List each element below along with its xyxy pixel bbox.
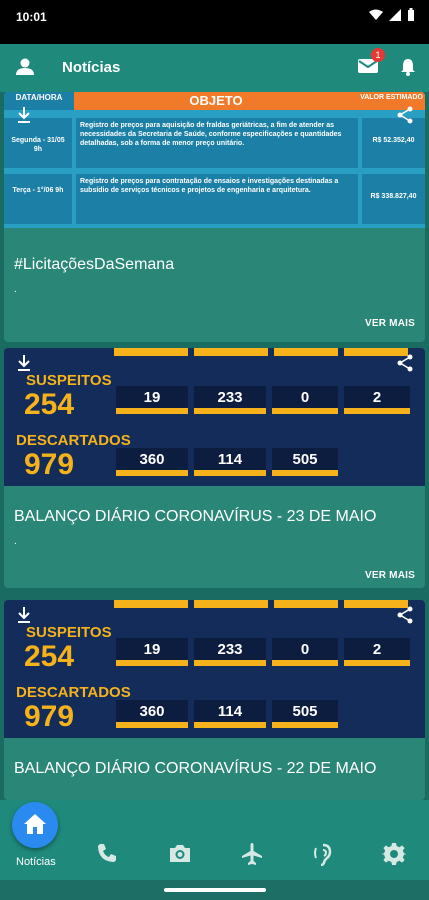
header-date: DATA/HORA	[4, 92, 74, 110]
row-value: R$ 52.352,40	[362, 118, 425, 168]
home-icon	[24, 814, 46, 834]
suspects-box: 0	[272, 638, 338, 666]
discarded-box: 505	[272, 448, 338, 476]
suspects-box: 233	[194, 386, 266, 414]
discarded-value: 979	[24, 700, 75, 733]
card-title[interactable]: #LicitaçõesDaSemana	[14, 256, 175, 273]
discarded-value: 979	[24, 448, 75, 481]
airplane-icon[interactable]	[240, 842, 264, 866]
image-tag	[274, 348, 338, 356]
suspects-box: 0	[272, 386, 338, 414]
suspects-label: SUSPEITOS	[26, 624, 112, 641]
row-value: R$ 338.827,40	[362, 174, 425, 224]
row-date: Terça - 1°/06 9h	[4, 174, 72, 224]
battery-icon	[408, 8, 414, 21]
read-more-button[interactable]: VER MAIS	[365, 570, 415, 581]
phone-icon[interactable]	[96, 842, 118, 864]
app-bar: Notícias	[0, 44, 429, 92]
image-tag	[194, 348, 268, 356]
gear-icon[interactable]	[382, 842, 406, 866]
suspects-box: 2	[344, 386, 410, 414]
news-card-covid-22[interactable]: SUSPEITOS 254 19 233 0 2 DESCARTADOS 979…	[4, 600, 425, 800]
table-row: Terça - 1°/06 9h Registro de preços para…	[4, 174, 425, 226]
header-value: VALOR ESTIMADO	[358, 92, 425, 110]
image-tag	[344, 348, 408, 356]
table-row: Segunda - 31/05 9h Registro de preços pa…	[4, 118, 425, 170]
suspects-box: 19	[116, 638, 188, 666]
share-icon[interactable]	[396, 606, 414, 624]
suspects-label: SUSPEITOS	[26, 372, 112, 389]
download-icon[interactable]	[16, 106, 32, 124]
gesture-bar	[0, 880, 429, 900]
row-date: Segunda - 31/05 9h	[4, 118, 72, 168]
row-object: Registro de preços para contratação de e…	[76, 174, 358, 224]
discarded-label: DESCARTADOS	[16, 432, 131, 449]
nav-home-button[interactable]	[12, 802, 58, 848]
news-feed[interactable]: DATA/HORA OBJETO VALOR ESTIMADO Segunda …	[0, 92, 429, 800]
news-card-licitacoes[interactable]: DATA/HORA OBJETO VALOR ESTIMADO Segunda …	[4, 92, 425, 342]
nav-home-label[interactable]: Notícias	[16, 856, 56, 868]
image-tag	[344, 600, 408, 608]
status-bar: 10:01	[0, 0, 429, 44]
ear-icon[interactable]	[312, 842, 334, 866]
suspects-box: 233	[194, 638, 266, 666]
signal-icon	[389, 8, 401, 21]
image-tag	[194, 600, 268, 608]
row-object: Registro de preços para aquisição de fra…	[76, 118, 358, 168]
discarded-label: DESCARTADOS	[16, 684, 131, 701]
card-image[interactable]: DATA/HORA OBJETO VALOR ESTIMADO Segunda …	[4, 92, 425, 228]
mail-badge: 1	[371, 48, 385, 62]
discarded-box: 505	[272, 700, 338, 728]
card-excerpt: .	[14, 536, 17, 547]
bell-icon[interactable]	[398, 57, 418, 77]
image-tag	[274, 600, 338, 608]
card-image[interactable]: SUSPEITOS 254 19 233 0 2 DESCARTADOS 979…	[4, 348, 425, 486]
mail-icon[interactable]	[357, 57, 379, 75]
image-tag	[114, 600, 188, 608]
discarded-box: 360	[116, 448, 188, 476]
status-time: 10:01	[16, 10, 47, 24]
suspects-value: 254	[24, 640, 75, 673]
bottom-nav: Notícias	[0, 800, 429, 880]
camera-icon[interactable]	[168, 842, 192, 864]
user-icon[interactable]	[14, 56, 36, 78]
status-icons	[369, 8, 415, 21]
card-title[interactable]: BALANÇO DIÁRIO CORONAVÍRUS - 23 DE MAIO	[14, 508, 377, 525]
share-icon[interactable]	[396, 354, 414, 372]
page-title: Notícias	[62, 59, 121, 76]
card-image[interactable]: SUSPEITOS 254 19 233 0 2 DESCARTADOS 979…	[4, 600, 425, 738]
news-card-covid-23[interactable]: SUSPEITOS 254 19 233 0 2 DESCARTADOS 979…	[4, 348, 425, 588]
discarded-box: 114	[194, 448, 266, 476]
share-icon[interactable]	[396, 106, 414, 124]
discarded-box: 114	[194, 700, 266, 728]
table-header: DATA/HORA OBJETO VALOR ESTIMADO	[4, 92, 425, 110]
card-excerpt: .	[14, 284, 17, 295]
wifi-icon	[369, 9, 383, 20]
home-gesture-handle[interactable]	[164, 888, 266, 892]
download-icon[interactable]	[16, 606, 32, 624]
suspects-value: 254	[24, 388, 75, 421]
download-icon[interactable]	[16, 354, 32, 372]
header-object: OBJETO	[74, 92, 358, 110]
image-tag	[114, 348, 188, 356]
suspects-box: 2	[344, 638, 410, 666]
suspects-box: 19	[116, 386, 188, 414]
card-title[interactable]: BALANÇO DIÁRIO CORONAVÍRUS - 22 DE MAIO	[14, 760, 377, 777]
discarded-box: 360	[116, 700, 188, 728]
read-more-button[interactable]: VER MAIS	[365, 318, 415, 329]
